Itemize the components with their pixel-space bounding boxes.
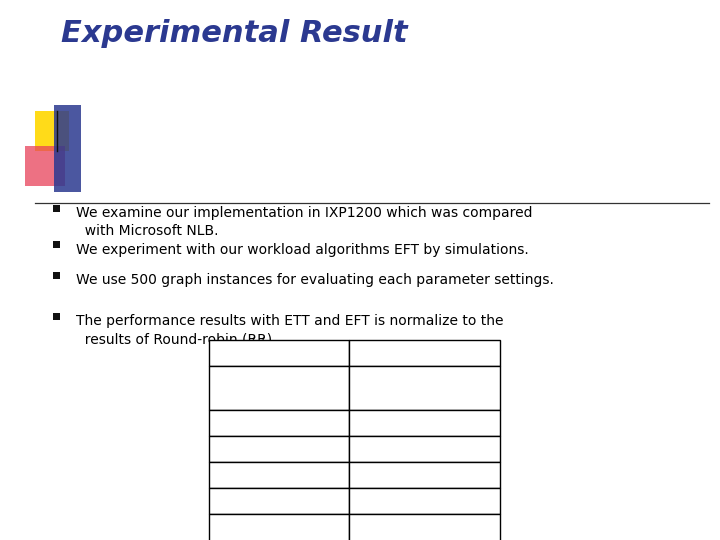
- Bar: [349, 488, 500, 514]
- Text: The performance results with ETT and EFT is normalize to the
  results of Round-: The performance results with ETT and EFT…: [76, 314, 503, 346]
- Text: 0.25, 0.5: 0.25, 0.5: [391, 530, 459, 540]
- Text: O: O: [275, 443, 283, 456]
- Bar: [349, 436, 500, 462]
- Text: We examine our implementation in IXP1200 which was compared
  with Microsoft NLB: We examine our implementation in IXP1200…: [76, 206, 532, 238]
- Text: 1: 1: [421, 417, 428, 430]
- Bar: [53, 205, 60, 212]
- Text: Value: Value: [406, 347, 444, 360]
- Text: CCR: CCR: [268, 469, 290, 482]
- Bar: [349, 410, 500, 436]
- Bar: [209, 488, 349, 514]
- Bar: [53, 272, 60, 279]
- Bar: [25, 146, 65, 186]
- Text: 2, 4, 8: 2, 4, 8: [399, 495, 451, 508]
- Text: We experiment with our workload algorithms EFT by simulations.: We experiment with our workload algorith…: [76, 243, 528, 257]
- Bar: [349, 462, 500, 488]
- Text: 0.3: 0.3: [413, 469, 436, 482]
- Text: Stateful groups: Stateful groups: [222, 495, 336, 508]
- Bar: [209, 462, 349, 488]
- Bar: [53, 241, 60, 248]
- Text: S: S: [275, 417, 283, 430]
- Bar: [35, 111, 69, 151]
- Bar: [349, 514, 500, 540]
- Bar: [209, 366, 349, 410]
- Text: Experimental Result: Experimental Result: [61, 19, 408, 48]
- Text: 2, 3, 4: 2, 3, 4: [399, 443, 451, 456]
- Text: 25, 50, 100, 200,
400: 25, 50, 100, 200, 400: [361, 374, 489, 403]
- Bar: [54, 105, 81, 192]
- Bar: [209, 410, 349, 436]
- Bar: [349, 366, 500, 410]
- Text: Parameter: Parameter: [246, 347, 312, 360]
- Bar: [349, 340, 500, 366]
- Text: Stateful task
ratio: Stateful task ratio: [230, 522, 328, 540]
- Text: We use 500 graph instances for evaluating each parameter settings.: We use 500 graph instances for evaluatin…: [76, 273, 554, 287]
- Bar: [209, 340, 349, 366]
- Bar: [209, 514, 349, 540]
- Bar: [53, 313, 60, 320]
- Text: V: V: [275, 382, 283, 395]
- Bar: [209, 436, 349, 462]
